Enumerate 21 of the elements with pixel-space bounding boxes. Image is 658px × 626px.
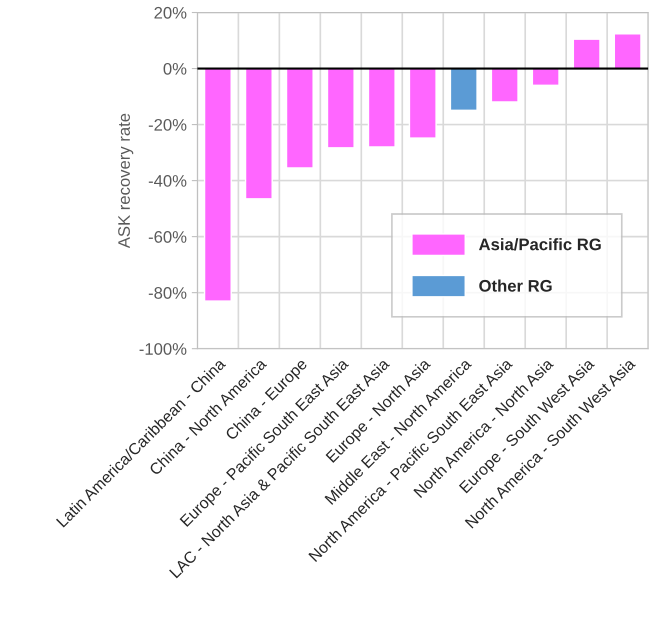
y-tick-label: 0%: [164, 62, 186, 75]
y-tick-label: 20%: [154, 6, 186, 19]
bar: [490, 68, 519, 103]
bar: [326, 68, 355, 149]
bar: [204, 68, 232, 302]
bar: [532, 68, 560, 86]
bar: [572, 38, 601, 70]
bar: [450, 68, 478, 111]
bar: [368, 68, 396, 148]
bar: [408, 68, 437, 139]
y-tick-label: -60%: [148, 231, 186, 243]
bar: [244, 68, 273, 200]
y-tick-label: -40%: [148, 175, 186, 187]
legend-label: Other RG: [479, 279, 552, 292]
legend-label: Asia/Pacific RG: [478, 238, 601, 250]
y-tick-label: -20%: [148, 118, 186, 131]
bar: [286, 68, 314, 169]
y-axis-title: ASK recovery rate: [118, 114, 134, 248]
y-tick-label: -100%: [140, 343, 186, 355]
y-tick-label: -80%: [148, 287, 186, 299]
bar: [614, 33, 642, 70]
